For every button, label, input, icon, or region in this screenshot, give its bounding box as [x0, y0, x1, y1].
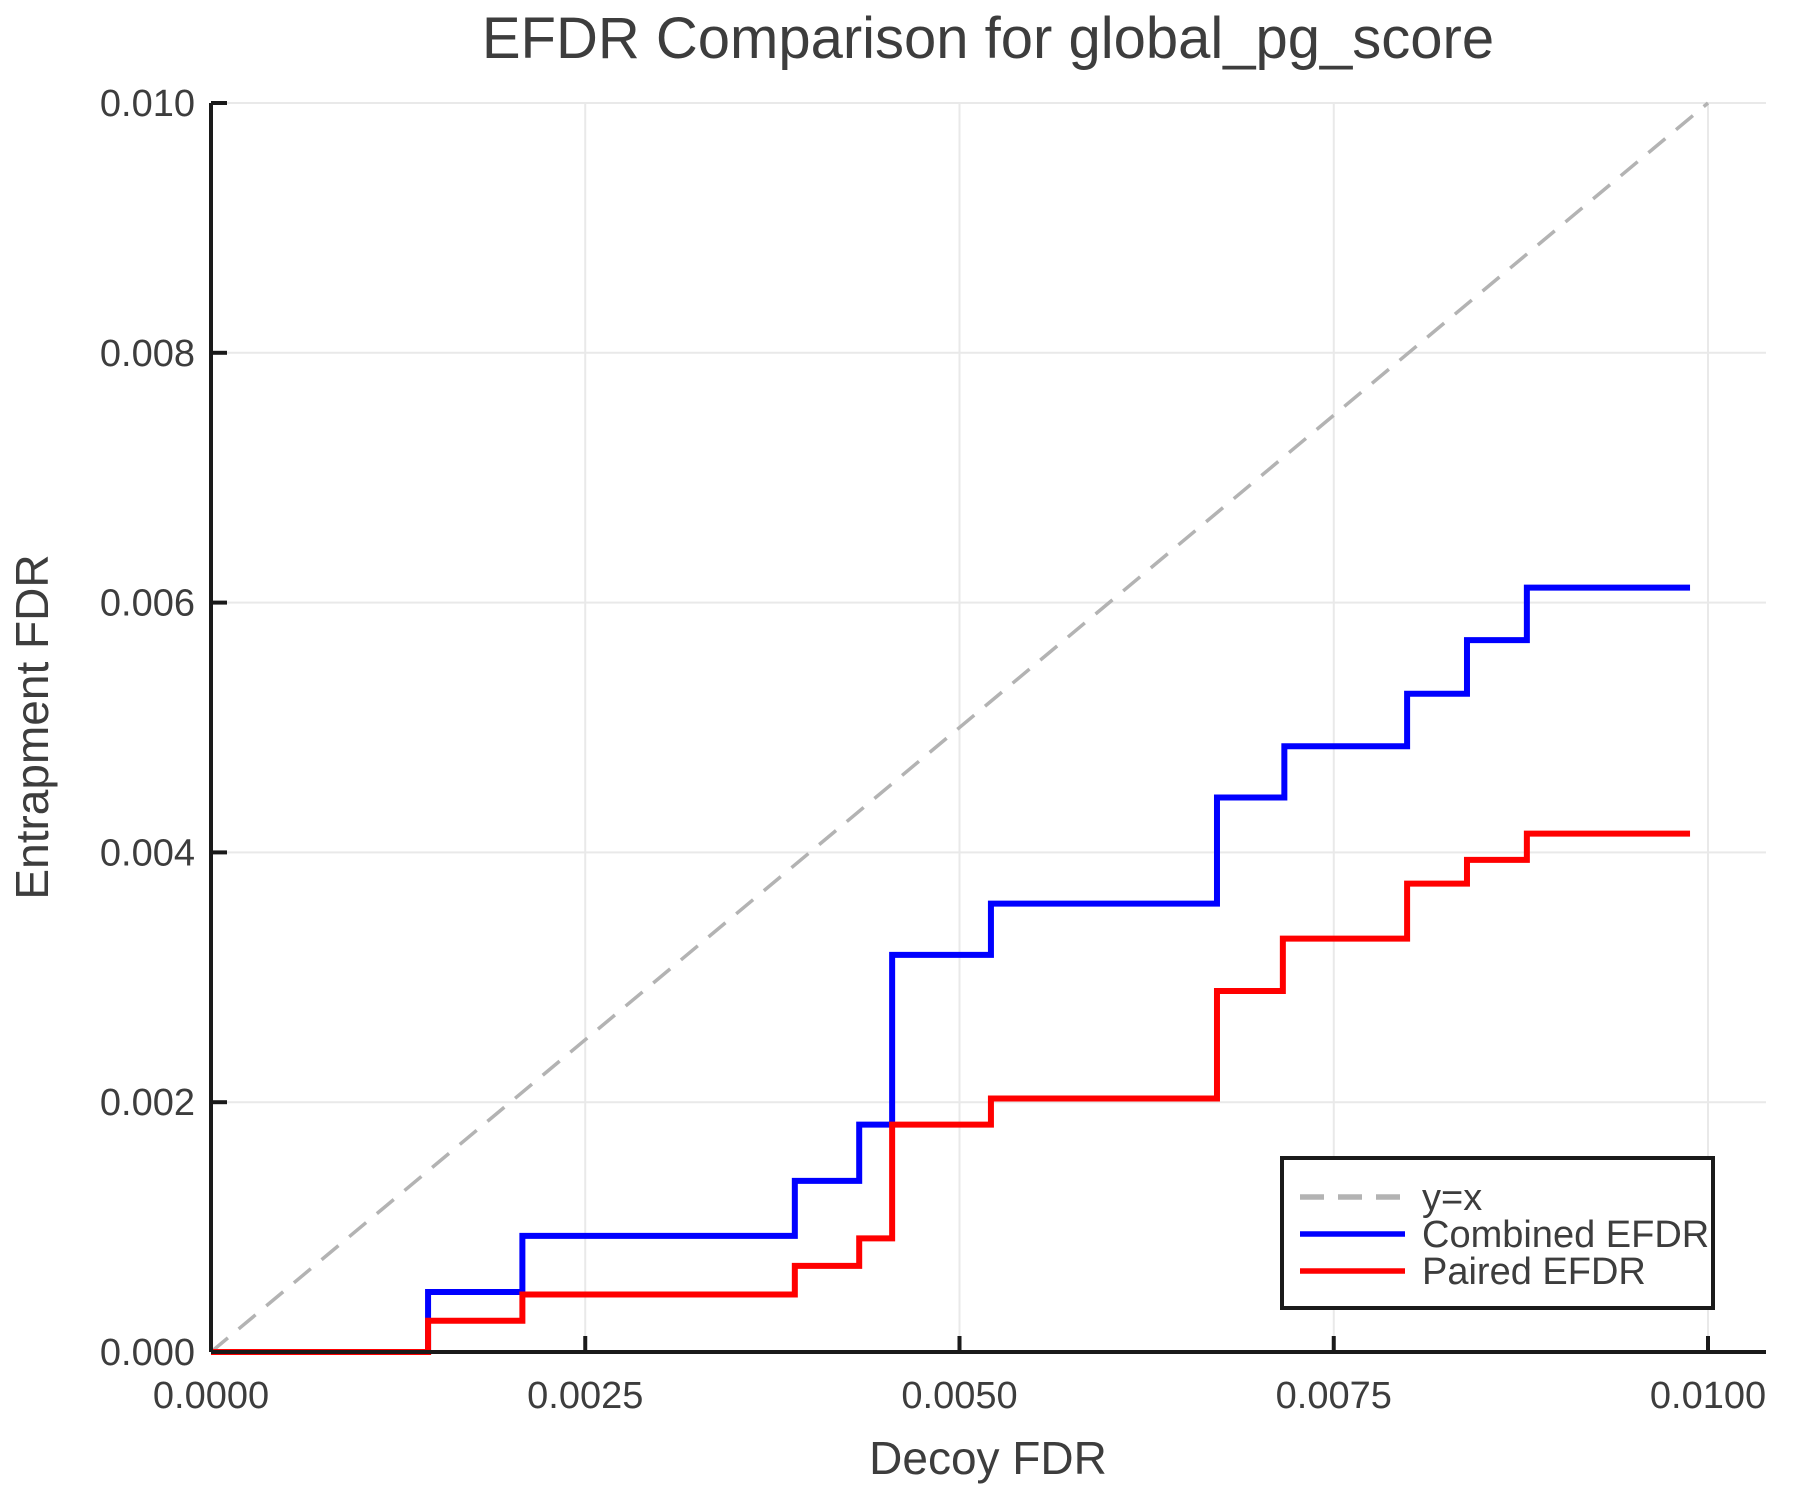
y-tick-label: 0.008 — [100, 333, 195, 375]
x-tick-label: 0.0025 — [527, 1375, 643, 1417]
y-tick-label: 0.006 — [100, 583, 195, 625]
axes — [209, 101, 1766, 1354]
y-tick-label: 0.000 — [100, 1332, 195, 1374]
x-tick-label: 0.0050 — [901, 1375, 1017, 1417]
x-axis-label: Decoy FDR — [869, 1432, 1107, 1484]
y-tick-label: 0.004 — [100, 832, 195, 874]
legend-entry-label: Combined EFDR — [1422, 1214, 1709, 1256]
x-tick-label: 0.0075 — [1276, 1375, 1392, 1417]
x-tick-label: 0.0000 — [153, 1375, 269, 1417]
y-axis-label: Entrapment FDR — [6, 554, 58, 899]
y-tick-label: 0.010 — [100, 83, 195, 125]
identity-line — [209, 101, 1710, 1354]
x-tick-label: 0.0100 — [1650, 1375, 1766, 1417]
paired-efdr-line — [211, 830, 1691, 1355]
legend-entry-label: Paired EFDR — [1422, 1251, 1646, 1293]
y-tick-label: 0.002 — [100, 1082, 195, 1124]
tick-labels: 0.0000 0.0025 0.0050 0.0075 0.0100 0.000 0.002… — [100, 83, 1766, 1417]
chart-title: EFDR Comparison for global_pg_score — [482, 6, 1494, 71]
combined-efdr-line — [211, 584, 1691, 1355]
legend-entry-label: y=x — [1422, 1177, 1482, 1219]
series-lines — [209, 101, 1710, 1355]
